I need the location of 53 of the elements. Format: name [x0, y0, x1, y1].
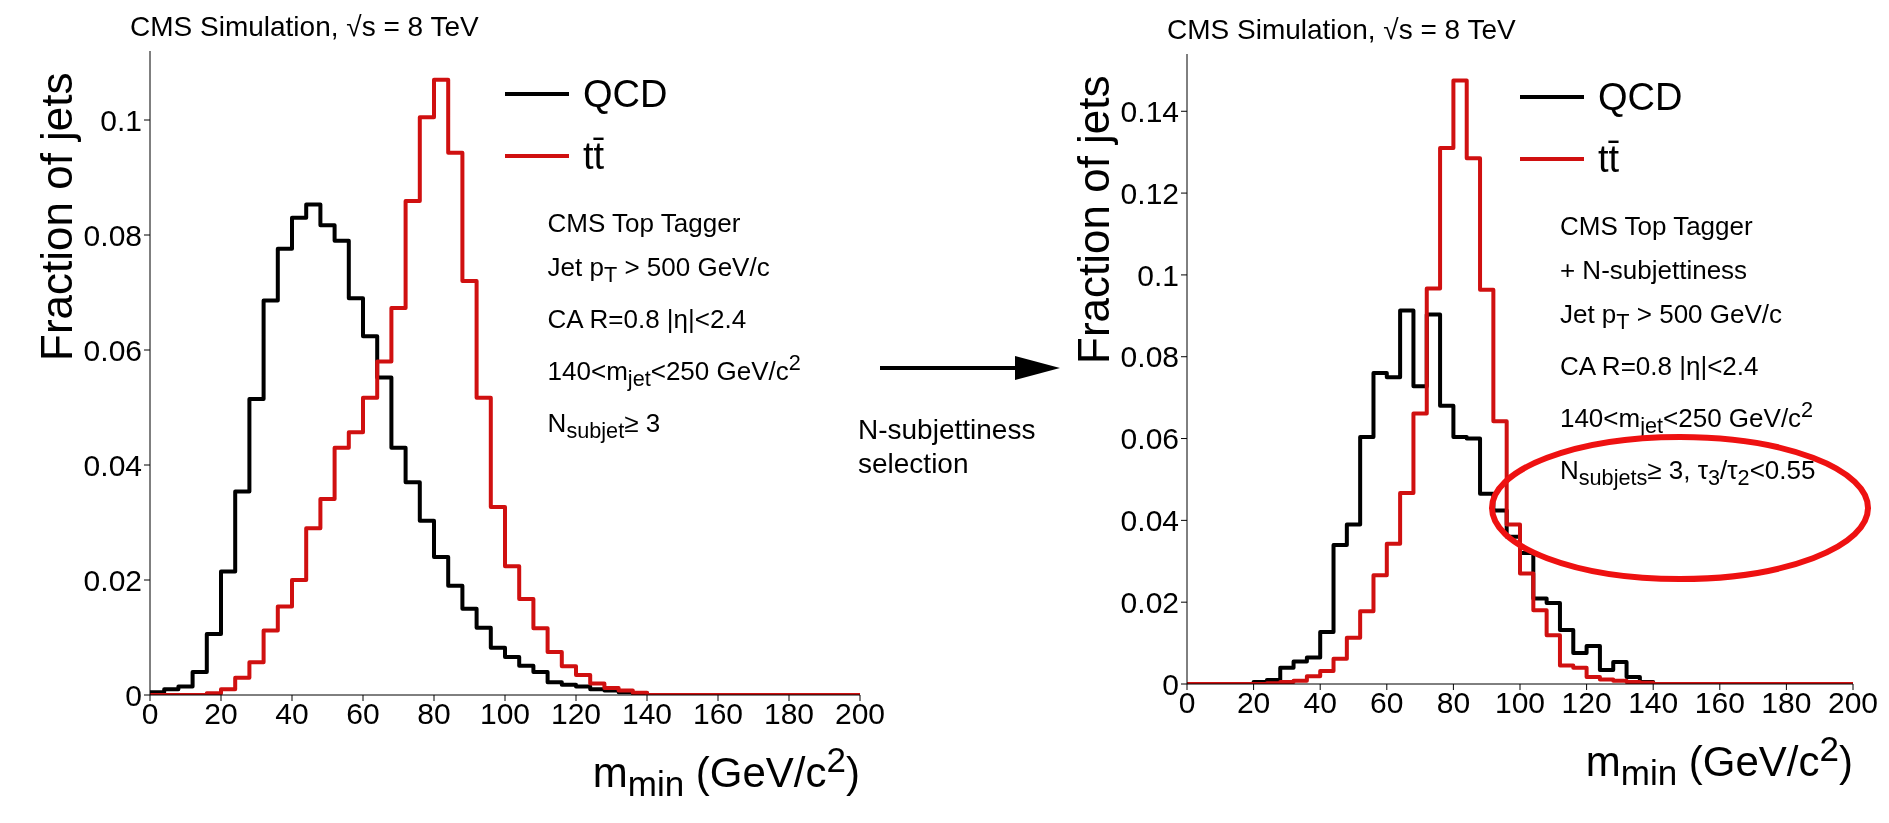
- chart-title: CMS Simulation, √s = 8 TeV: [1167, 14, 1516, 46]
- y-tick-label: 0.08: [83, 218, 142, 252]
- x-tick-label: 160: [692, 697, 744, 731]
- x-tick-label: 100: [479, 697, 531, 731]
- annotation: 140<m$_{jet}$<250 GeV/c$^{2}$: [1559, 396, 1815, 441]
- annotation: + N-subjettiness: [1559, 254, 1749, 287]
- x-tick-label: 100: [1494, 686, 1546, 720]
- legend-label: tt̄: [583, 134, 605, 178]
- x-tick-label: 140: [1628, 686, 1679, 720]
- y-tick-label: 0.08: [1120, 340, 1179, 374]
- x-tick-label: 140: [621, 697, 673, 731]
- x-tick-label: 20: [204, 697, 238, 731]
- y-tick-label: 0.04: [1120, 504, 1179, 538]
- x-tick-label: 200: [834, 697, 886, 731]
- y-axis-title: Fraction of jets: [32, 72, 82, 361]
- annotation: Jet p$_{T}$ > 500 GeV/c: [1559, 298, 1784, 337]
- x-tick-label: 20: [1236, 686, 1271, 720]
- x-tick-label: 40: [1303, 686, 1337, 720]
- legend-label: QCD: [583, 72, 668, 116]
- annotation: CA R=0.8 |η|<2.4: [1559, 350, 1760, 384]
- y-tick-label: 0.06: [1120, 422, 1179, 456]
- y-tick-label: 0.1: [100, 103, 142, 137]
- y-tick-label: 0.1: [1137, 258, 1179, 292]
- x-tick-label: 120: [550, 697, 602, 731]
- x-tick-label: 80: [1436, 686, 1471, 720]
- annotation: N-subjettiness selection: [858, 413, 1037, 481]
- y-tick-label: 0.06: [83, 333, 142, 367]
- chart-title: CMS Simulation, √s = 8 TeV: [130, 11, 479, 43]
- annotation: CMS Top Tagger: [547, 207, 742, 240]
- y-tick-label: 0.02: [1120, 585, 1179, 619]
- annotation: N$_{subjets}$≥ 3, τ$_{3}$/τ$_{2}$<0.55: [1559, 454, 1816, 493]
- legend-label: QCD: [1598, 75, 1683, 119]
- annotation: CMS Top Tagger: [1559, 210, 1754, 243]
- y-tick-label: 0.14: [1120, 94, 1179, 128]
- annotation: N$_{subjet}$≥ 3: [547, 407, 662, 446]
- y-tick-label: 0.04: [83, 448, 142, 482]
- x-tick-label: 60: [346, 697, 380, 731]
- x-tick-label: 180: [1761, 686, 1812, 720]
- x-tick-label: 60: [1370, 686, 1404, 720]
- y-tick-label: 0.12: [1120, 176, 1179, 210]
- x-axis-title: m$_{min}$ (GeV/c$^{2}$): [1585, 728, 1853, 795]
- x-tick-label: 40: [275, 697, 309, 731]
- annotation: Jet p$_{T}$ > 500 GeV/c: [547, 251, 771, 290]
- legend-label: tt̄: [1598, 137, 1620, 181]
- annotation: 140<m$_{jet}$<250 GeV/c$^{2}$: [547, 349, 801, 394]
- x-tick-label: 160: [1694, 686, 1745, 720]
- x-tick-label: 80: [417, 697, 451, 731]
- x-tick-label: 200: [1827, 686, 1879, 720]
- x-tick-label: 180: [763, 697, 815, 731]
- x-tick-label: 120: [1561, 686, 1612, 720]
- x-axis-title: m$_{min}$ (GeV/c$^{2}$): [592, 739, 860, 806]
- y-tick-label: 0.02: [83, 563, 142, 597]
- annotation: CA R=0.8 |η|<2.4: [547, 303, 748, 337]
